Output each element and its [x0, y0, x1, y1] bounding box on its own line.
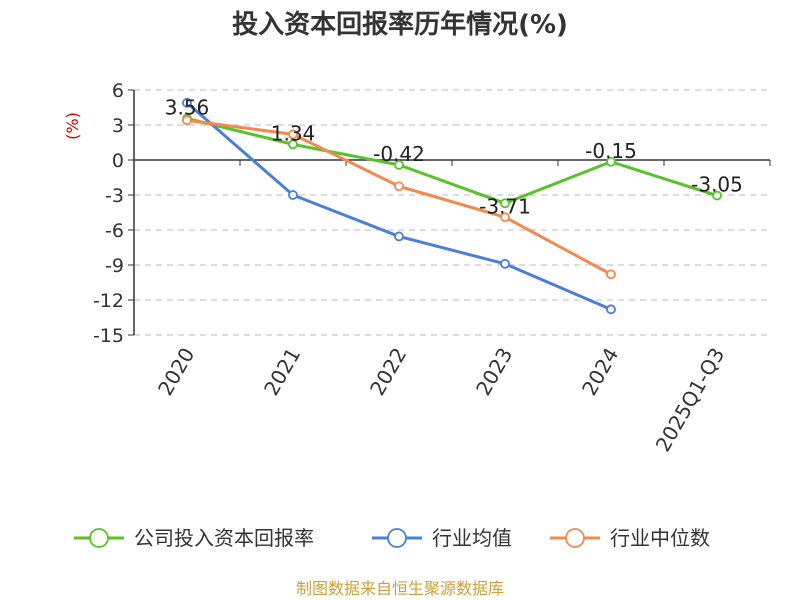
- y-tick-label: -3: [105, 185, 124, 207]
- grid-lines: [134, 89, 770, 336]
- legend-label: 公司投入资本回报率: [134, 526, 314, 550]
- x-tick-label: 2024: [577, 344, 623, 400]
- legend-item[interactable]: 公司投入资本回报率: [74, 526, 314, 550]
- x-tick-label: 2025Q1-Q3: [651, 344, 730, 456]
- y-tick-label: -9: [105, 255, 124, 277]
- y-tick-label: 6: [112, 80, 124, 102]
- data-point[interactable]: [394, 231, 404, 242]
- chart-title: 投入资本回报率历年情况(%): [232, 9, 568, 40]
- y-axis-unit-label: (%): [63, 112, 82, 140]
- legend-label: 行业中位数: [610, 526, 710, 550]
- legend-circle-marker: [387, 528, 407, 548]
- x-tick-label: 2021: [259, 344, 305, 400]
- y-axis-ticks: 6 3 0 -3 -6 -9 -12 -15: [93, 80, 134, 347]
- data-label: 1.34: [271, 121, 316, 145]
- legend-label: 行业均值: [432, 526, 512, 550]
- y-tick-label: 3: [112, 115, 124, 137]
- axes: [133, 90, 771, 335]
- legend-item[interactable]: 行业中位数: [550, 526, 710, 550]
- data-point[interactable]: [500, 198, 510, 209]
- data-point[interactable]: [288, 190, 298, 200]
- data-point[interactable]: [182, 97, 192, 108]
- legend-circle-marker: [89, 528, 109, 548]
- series-line: [186, 117, 718, 205]
- data-point[interactable]: [288, 129, 298, 140]
- data-label: 3.56: [165, 95, 210, 119]
- data-point[interactable]: [500, 212, 510, 223]
- y-tick-label: -6: [105, 220, 124, 242]
- data-labels: 3.56 1.34 -0.42 -3.71 -0.15 -3.05: [165, 95, 743, 218]
- data-point[interactable]: [500, 258, 510, 269]
- data-point[interactable]: [394, 181, 404, 192]
- legend-item[interactable]: 行业均值: [372, 526, 512, 550]
- data-label: -3.71: [479, 194, 531, 218]
- data-point[interactable]: [606, 156, 616, 167]
- data-point[interactable]: [394, 159, 404, 170]
- data-point[interactable]: [606, 304, 616, 315]
- source-note: 制图数据来自恒生聚源数据库: [296, 579, 504, 598]
- y-tick-label: 0: [112, 150, 124, 172]
- data-point[interactable]: [182, 115, 192, 126]
- series-lines: [182, 97, 722, 315]
- data-point[interactable]: [606, 269, 616, 280]
- data-label: -0.15: [585, 139, 637, 163]
- data-point[interactable]: [712, 190, 722, 201]
- data-label: -0.42: [373, 142, 425, 166]
- legend[interactable]: 公司投入资本回报率 行业均值 行业中位数: [74, 526, 710, 550]
- legend-circle-marker: [565, 528, 585, 548]
- x-tick-label: 2023: [471, 344, 517, 400]
- x-axis-ticks: 2020 2021 2022 2023 2024 2025Q1-Q3: [153, 344, 729, 456]
- x-tick-label: 2022: [365, 344, 411, 400]
- x-tick-label: 2020: [153, 344, 199, 400]
- y-tick-label: -15: [93, 325, 124, 347]
- data-label: -3.05: [691, 173, 743, 197]
- data-point[interactable]: [288, 139, 298, 150]
- y-tick-label: -12: [93, 290, 124, 312]
